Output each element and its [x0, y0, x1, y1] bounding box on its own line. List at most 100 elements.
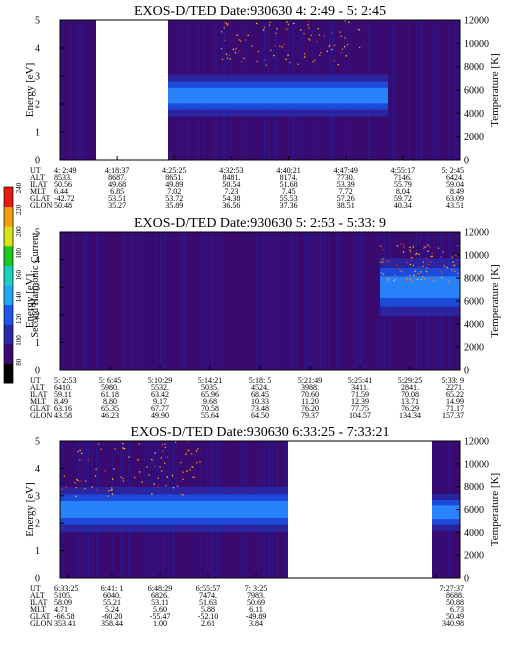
info-row-label: GLON	[30, 201, 52, 210]
y-tick-label: 1	[35, 128, 40, 139]
info-cell: 5980.	[101, 383, 119, 392]
y-right-tick-label: 6000	[464, 297, 484, 308]
colorbar-tick-label: 120	[15, 313, 23, 324]
info-cell: 59.04	[446, 180, 464, 189]
colorbar-segment	[4, 226, 13, 247]
info-cell: 7474.	[199, 591, 217, 600]
info-cell: 70.58	[201, 404, 219, 413]
info-cell: 63.16	[54, 404, 72, 413]
y-axis-label: Energy [eV]	[24, 274, 36, 328]
y-right-axis-label: Temperature [K]	[489, 473, 501, 546]
info-row-label: ALT	[30, 591, 45, 600]
colorbar-segment	[4, 245, 13, 266]
y-axis-label: Energy [eV]	[24, 482, 36, 536]
info-cell: 8.49	[54, 397, 68, 406]
info-cell: 4:32:53	[219, 166, 243, 175]
info-cell: -55.47	[150, 612, 171, 621]
info-cell: 5:10:29	[148, 376, 172, 385]
info-cell: 70.08	[401, 390, 419, 399]
y-right-tick-label: 2000	[464, 551, 484, 562]
info-cell: 4524.	[251, 383, 269, 392]
y-tick-label: 5	[35, 228, 40, 239]
info-cell: 5: 6:45	[99, 376, 121, 385]
info-cell: 67.77	[151, 404, 169, 413]
info-cell: 6.73	[450, 605, 464, 614]
info-cell: 12.39	[351, 397, 369, 406]
colorbar-tick-label: 80	[15, 358, 23, 366]
info-cell: 68.45	[251, 390, 269, 399]
info-row-label: MLT	[30, 397, 46, 406]
y-tick-label: 2	[35, 310, 40, 321]
info-cell: 65.96	[201, 390, 219, 399]
info-cell: 50.49	[446, 612, 464, 621]
info-cell: 6:55:57	[196, 584, 220, 593]
colorbar-segment	[4, 343, 13, 364]
y-axis-label: Energy [eV]	[24, 63, 36, 117]
y-right-tick-label: 6000	[464, 505, 484, 516]
info-cell: 353.41	[54, 619, 76, 628]
data-gap	[96, 20, 168, 160]
colorbar-label: Second Harmonic Current	[30, 232, 41, 337]
info-cell: 59.11	[54, 390, 72, 399]
info-cell: 63.09	[446, 194, 464, 203]
info-cell: 5: 2:45	[442, 166, 464, 175]
info-cell: 53.39	[337, 180, 355, 189]
y-tick-label: 5	[35, 16, 40, 27]
info-cell: 157.37	[442, 411, 464, 420]
info-cell: 7:27:37	[440, 584, 464, 593]
info-cell: 4:47:49	[333, 166, 357, 175]
info-cell: 76.20	[301, 404, 319, 413]
colorbar-tick-label: 240	[15, 182, 23, 193]
info-cell: 70.60	[301, 390, 319, 399]
info-cell: 7.23	[224, 187, 238, 196]
info-cell: 7.45	[282, 187, 296, 196]
info-cell: -52.10	[198, 612, 219, 621]
y-tick-label: 4	[35, 44, 40, 55]
colorbar-segment	[4, 324, 13, 345]
info-cell: 77.75	[351, 404, 369, 413]
info-row-label: UT	[30, 376, 41, 385]
colorbar-segment	[4, 206, 13, 227]
info-cell: 71.59	[351, 390, 369, 399]
info-cell: 10.33	[251, 397, 269, 406]
colorbar-tick-label: 180	[15, 248, 23, 259]
info-row-label: GLON	[30, 619, 52, 628]
info-cell: 55.21	[103, 598, 121, 607]
info-cell: 7: 3:25	[245, 584, 267, 593]
y-tick-label: 3	[35, 283, 40, 294]
info-cell: 43.51	[446, 201, 464, 210]
spectrogram-area	[60, 20, 460, 160]
info-cell: 13.71	[401, 397, 419, 406]
y-right-axis-label: Temperature [K]	[489, 53, 501, 126]
y-right-tick-label: 4000	[464, 109, 484, 120]
colorbar-tick-label: 200	[15, 226, 23, 237]
info-cell: 4:25:25	[162, 166, 186, 175]
emission-band-core	[60, 501, 288, 518]
info-cell: 6040.	[103, 591, 121, 600]
info-cell: 6.44	[54, 187, 68, 196]
colorbar-segment	[4, 187, 13, 208]
chart-panel-2: EXOS-D/TED Date:930630 5: 2:53 - 5:33: 9…	[24, 216, 501, 420]
y-right-tick-label: 12000	[464, 16, 489, 27]
info-cell: 35.27	[108, 201, 126, 210]
info-cell: 5:29:25	[398, 376, 422, 385]
info-cell: 37.36	[280, 201, 298, 210]
info-cell: 2271.	[446, 383, 464, 392]
info-cell: 36.56	[222, 201, 240, 210]
info-cell: 104.57	[349, 411, 371, 420]
emission-band-2-core	[432, 505, 460, 520]
info-cell: 8688.	[446, 591, 464, 600]
info-cell: 340.98	[442, 619, 464, 628]
info-cell: 59.72	[394, 194, 412, 203]
info-cell: 4:55:17	[391, 166, 415, 175]
emission-band-core	[380, 276, 460, 299]
info-cell: 50.48	[54, 201, 72, 210]
info-cell: 5035.	[201, 383, 219, 392]
info-cell: 9.68	[203, 397, 217, 406]
info-cell: 7983.	[247, 591, 265, 600]
info-cell: 4:18:37	[105, 166, 129, 175]
data-gap	[288, 441, 432, 578]
info-cell: 6:33:25	[54, 584, 78, 593]
info-cell: 73.48	[251, 404, 269, 413]
info-cell: 76.29	[401, 404, 419, 413]
